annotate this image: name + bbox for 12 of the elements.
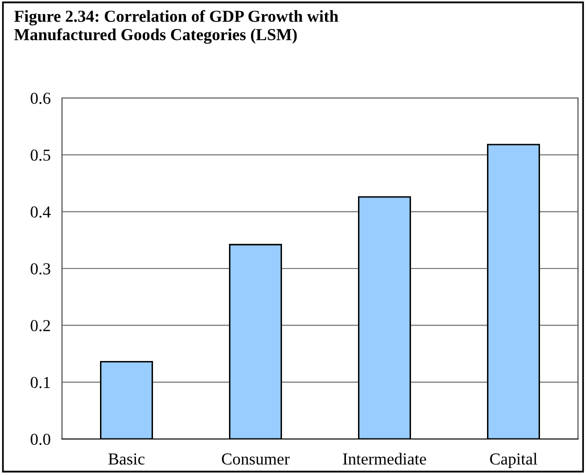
y-tick-label: 0.4 (30, 206, 51, 218)
y-tick-label: 0.2 (30, 320, 50, 332)
x-tick-label: Consumer (222, 453, 290, 465)
y-tick-label: 0.5 (30, 150, 50, 161)
y-tick-label: 0.0 (30, 434, 50, 446)
x-tick-label: Intermediate (342, 452, 426, 465)
x-tick-label: Capital (490, 452, 538, 468)
y-tick-label: 0.3 (30, 263, 50, 275)
chart-title: Figure 2.34: Correlation of GDP Growth with Manufactured Goods Categories (LSM) (14, 10, 338, 44)
y-tick-label: 0.1 (30, 376, 50, 388)
x-tick-label: Basic (108, 453, 144, 465)
y-tick-label: 0.6 (30, 92, 50, 104)
